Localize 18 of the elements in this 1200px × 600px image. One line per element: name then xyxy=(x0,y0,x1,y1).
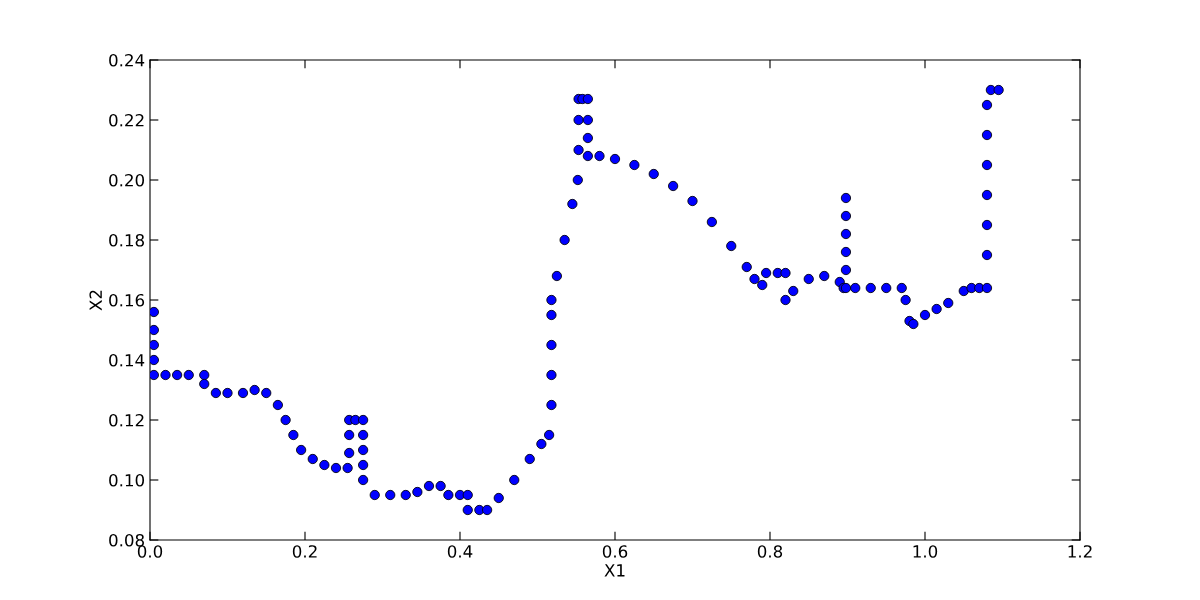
x-tick-label: 1.0 xyxy=(913,545,938,558)
y-axis-title: X2 xyxy=(89,290,102,311)
x-tick-label: 0.0 xyxy=(137,545,163,558)
y-tick-label: 0.24 xyxy=(109,53,145,67)
y-tick-label: 0.16 xyxy=(109,293,145,307)
y-tick-label: 0.20 xyxy=(109,173,145,187)
y-tick-label: 0.12 xyxy=(109,413,144,427)
x-axis-title: X1 xyxy=(604,564,625,577)
y-tick-label: 0.18 xyxy=(109,233,144,247)
x-tick-label: 0.2 xyxy=(292,545,317,558)
y-tick-label: 0.22 xyxy=(109,113,144,127)
y-tick-label: 0.10 xyxy=(109,473,145,487)
y-tick-label: 0.08 xyxy=(109,533,144,547)
x-tick-label: 0.6 xyxy=(602,545,628,558)
x-tick-label: 0.8 xyxy=(757,545,783,558)
x-tick-label: 0.4 xyxy=(447,545,473,558)
x-tick-label: 1.2 xyxy=(1068,545,1092,558)
y-tick-label: 0.14 xyxy=(109,353,145,367)
